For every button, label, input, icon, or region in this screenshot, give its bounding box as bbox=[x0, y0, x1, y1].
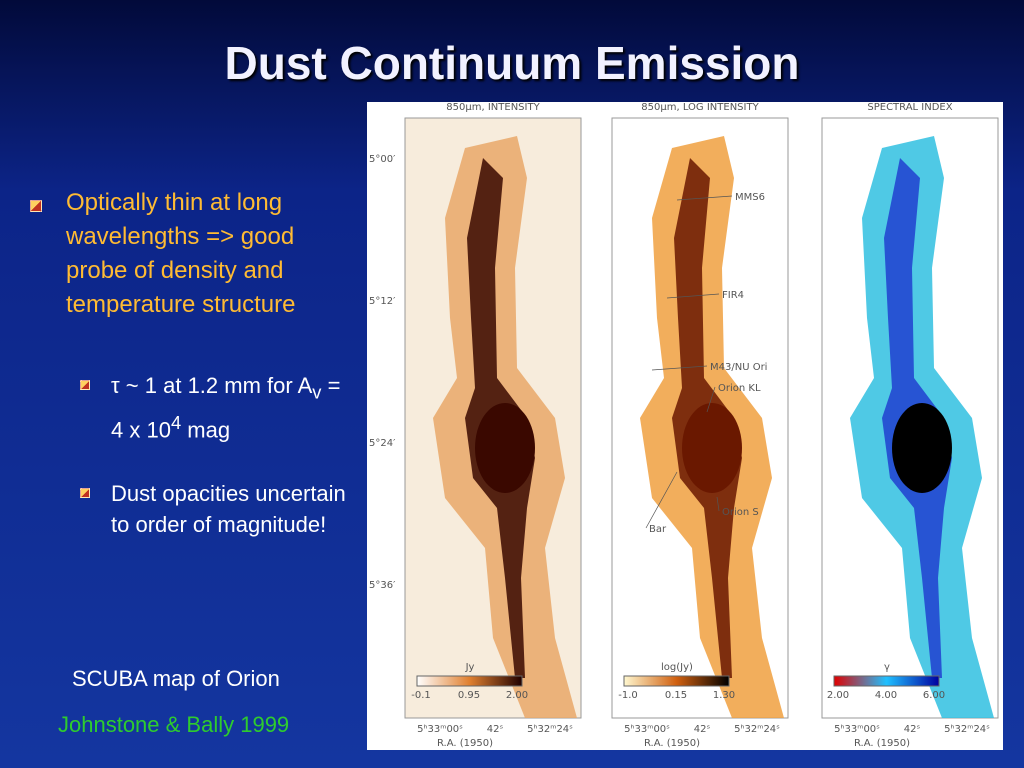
annotation-line bbox=[716, 496, 720, 512]
annotation: M43/NU Ori bbox=[710, 362, 767, 373]
colorbar-unit: log(Jy) bbox=[661, 662, 693, 673]
text: mag bbox=[181, 417, 231, 443]
colorbar bbox=[623, 675, 730, 687]
bullet-icon bbox=[80, 380, 90, 390]
panel-title: 850μm, INTENSITY bbox=[446, 102, 540, 113]
ra-label: 5ʰ32ᵐ24ˢ bbox=[527, 724, 573, 735]
dec-label: 5°12′ bbox=[369, 296, 396, 307]
ra-axis: R.A. (1950) bbox=[854, 738, 910, 749]
panel-title: SPECTRAL INDEX bbox=[867, 102, 952, 113]
sub-bullet: τ ~ 1 at 1.2 mm for Av = 4 x 104 mag bbox=[111, 370, 351, 446]
colorbar-label: 4.00 bbox=[875, 690, 897, 701]
text: τ ~ 1 at 1.2 mm for A bbox=[111, 373, 313, 398]
colorbar-label: 2.00 bbox=[506, 690, 528, 701]
annotation: Orion KL bbox=[718, 383, 761, 394]
annotation: Bar bbox=[649, 524, 667, 535]
text: = 4 x 10 bbox=[111, 373, 341, 443]
annotation-line bbox=[651, 365, 708, 371]
map bbox=[850, 136, 994, 718]
annotation: FIR4 bbox=[722, 290, 744, 301]
subscript: v bbox=[312, 381, 322, 403]
colorbar-label: 1.30 bbox=[713, 690, 735, 701]
ra-label: 5ʰ33ᵐ00ˢ bbox=[417, 724, 463, 735]
emission-peak bbox=[475, 403, 535, 493]
colorbar-unit: Jy bbox=[465, 662, 475, 673]
ra-label: 5ʰ32ᵐ24ˢ bbox=[944, 724, 990, 735]
ra-axis: R.A. (1950) bbox=[644, 738, 700, 749]
bullet-icon bbox=[80, 488, 90, 498]
annotation: MMS6 bbox=[735, 192, 765, 203]
annotation-line bbox=[676, 195, 733, 201]
caption: SCUBA map of Orion bbox=[72, 666, 280, 691]
slide-title: Dust Continuum Emission bbox=[224, 37, 800, 89]
ra-axis: R.A. (1950) bbox=[437, 738, 493, 749]
dec-label: 5°00′ bbox=[369, 154, 396, 165]
ra-label: 5ʰ33ᵐ00ˢ bbox=[834, 724, 880, 735]
emission-peak bbox=[682, 403, 742, 493]
figure: 850μm, INTENSITY Jy -0.1 0.95 2.00 5ʰ33ᵐ00ˢ 42… bbox=[367, 102, 1003, 750]
ra-label: 42ˢ bbox=[904, 724, 921, 735]
sub-bullet: Dust opacities uncertain to order of mag… bbox=[111, 481, 346, 537]
colorbar-label: 2.00 bbox=[827, 690, 849, 701]
colorbar-label: -1.0 bbox=[618, 690, 638, 701]
bullet: Optically thin at long wavelengths => go… bbox=[66, 189, 296, 318]
annotation-line bbox=[645, 471, 678, 529]
ra-label: 42ˢ bbox=[694, 724, 711, 735]
map bbox=[433, 136, 577, 718]
colorbar-label: 0.95 bbox=[458, 690, 480, 701]
colorbar bbox=[833, 675, 940, 687]
ra-label: 5ʰ33ᵐ00ˢ bbox=[624, 724, 670, 735]
map bbox=[640, 136, 784, 718]
colorbar bbox=[416, 675, 523, 687]
colorbar-label: -0.1 bbox=[411, 690, 431, 701]
dec-label: 5°24′ bbox=[369, 438, 396, 449]
colorbar-label: 0.15 bbox=[665, 690, 687, 701]
colorbar-label: 6.00 bbox=[923, 690, 945, 701]
panel-title: 850μm, LOG INTENSITY bbox=[641, 102, 759, 113]
emission-peak bbox=[892, 403, 952, 493]
bullet-icon bbox=[30, 200, 42, 212]
credit: Johnstone & Bally 1999 bbox=[58, 712, 290, 737]
annotation-line bbox=[706, 386, 716, 413]
superscript: 4 bbox=[170, 412, 182, 434]
ra-label: 42ˢ bbox=[487, 724, 504, 735]
colorbar-unit: γ bbox=[884, 662, 890, 673]
annotation: Orion S bbox=[722, 507, 759, 518]
annotation-line bbox=[666, 293, 720, 299]
dec-label: 5°36′ bbox=[369, 580, 396, 591]
ra-label: 5ʰ32ᵐ24ˢ bbox=[734, 724, 780, 735]
